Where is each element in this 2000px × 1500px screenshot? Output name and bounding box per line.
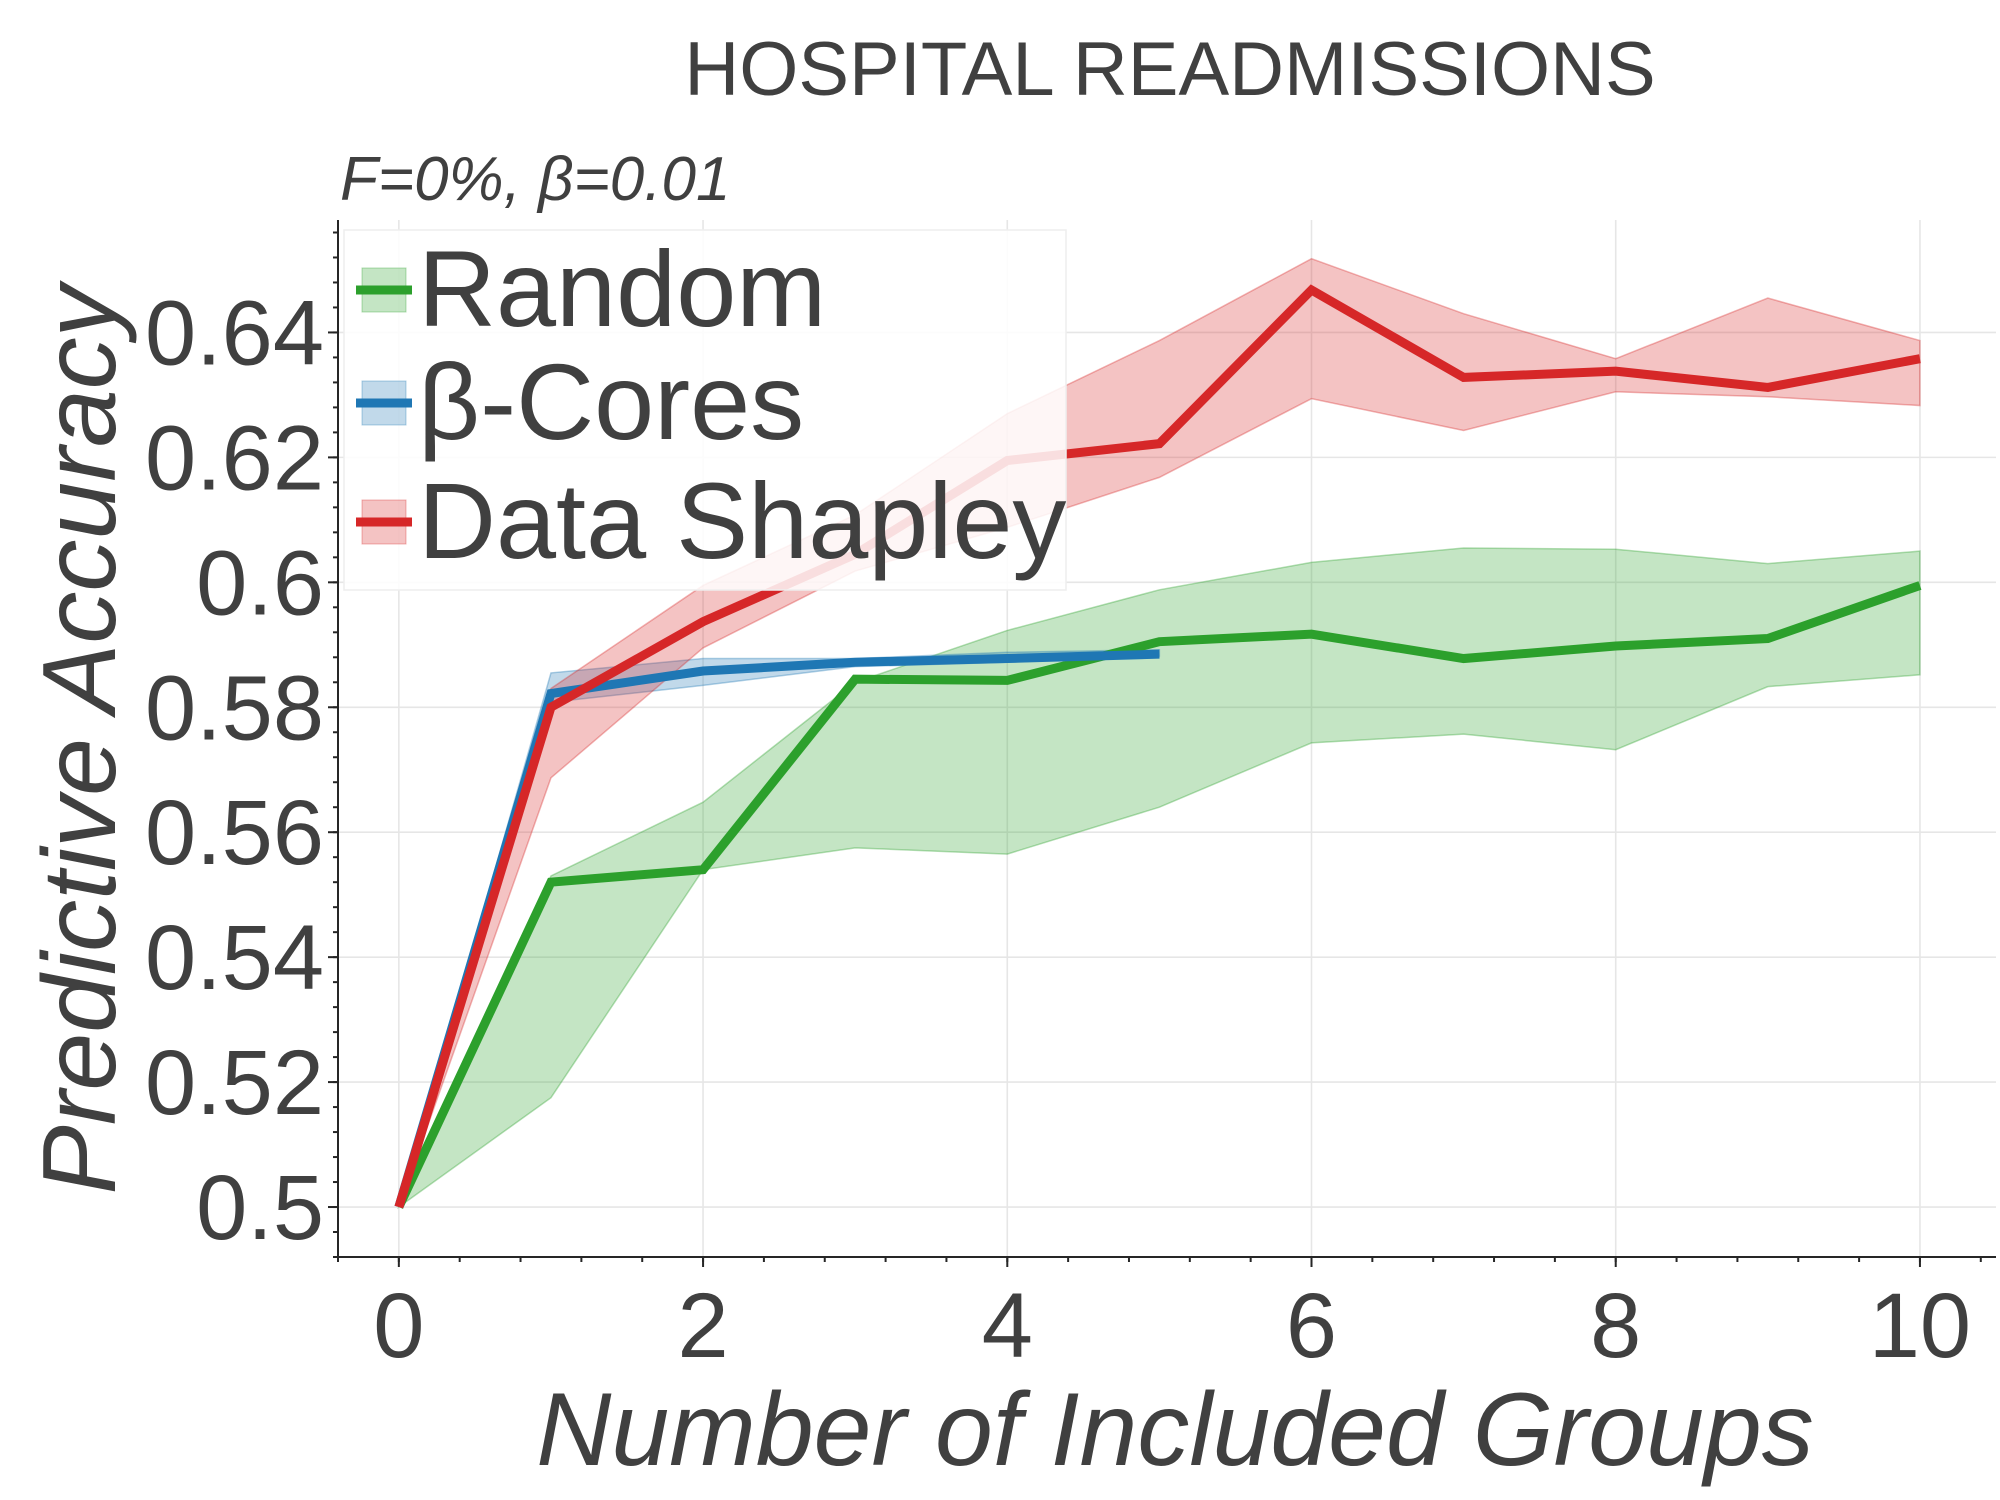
- tick-labels: 0.5 0.52 0.54 0.56 0.58 0.6 0.62 0.64 0 2 4 6 8 10: [145, 282, 1971, 1377]
- x-tick-label-2: 4: [982, 1275, 1033, 1377]
- y-axis-label: Predictive Accuracy: [22, 279, 138, 1194]
- x-tick-label-3: 6: [1286, 1275, 1337, 1377]
- legend-label-data-shapley: Data Shapley: [418, 460, 1066, 581]
- y-tick-label-7: 0.64: [145, 282, 324, 384]
- x-tick-label-4: 8: [1590, 1275, 1641, 1377]
- series-line-data-shapley: [394, 284, 1921, 1209]
- y-tick-label-0: 0.5: [196, 1157, 324, 1259]
- x-tick-label-0: 0: [373, 1275, 424, 1377]
- x-axis-label: Number of Included Groups: [536, 1372, 1814, 1488]
- series-lines: [394, 284, 1922, 1209]
- series-line-random: [394, 581, 1922, 1209]
- legend-label--cores: β-Cores: [418, 341, 804, 462]
- legend-label-random: Random: [418, 228, 826, 349]
- chart-title: HOSPITAL READMISSIONS: [684, 27, 1655, 112]
- y-tick-label-1: 0.52: [145, 1032, 324, 1134]
- axes: [328, 220, 1996, 1267]
- x-tick-label-5: 10: [1869, 1275, 1971, 1377]
- y-tick-label-4: 0.58: [145, 657, 324, 759]
- chart-subtitle: F=0%, β=0.01: [340, 145, 730, 214]
- legend-box: [343, 229, 1067, 591]
- band--cores: [398, 649, 1161, 1208]
- y-tick-label-3: 0.56: [145, 782, 324, 884]
- x-tick-label-1: 2: [677, 1275, 728, 1377]
- y-tick-label-6: 0.62: [145, 407, 324, 509]
- y-tick-label-5: 0.6: [196, 532, 324, 634]
- y-tick-label-2: 0.54: [145, 907, 324, 1009]
